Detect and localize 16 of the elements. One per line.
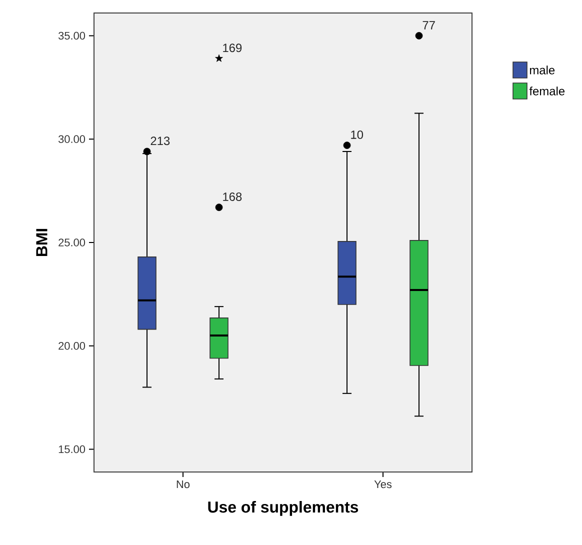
legend-label: female [529,86,565,96]
x-axis-title: Use of supplements [208,500,358,516]
annotation: 168 [223,192,242,201]
legend-label: male [530,66,555,74]
y-tick-label: 30.00 [58,135,86,143]
y-tick-label: 35.00 [58,32,86,40]
annotation: 169 [223,44,242,52]
y-tick-label: 20.00 [58,342,86,350]
y-tick-label: 15.00 [58,445,86,454]
x-tick-label: Yes [374,480,392,488]
x-tick-label: No [176,480,190,488]
y-tick-label: 25.00 [58,238,86,246]
y-axis-title: BMI [36,228,48,256]
annotation: 10 [351,130,364,139]
annotation: 77 [422,21,435,30]
annotation: 213 [150,136,170,146]
